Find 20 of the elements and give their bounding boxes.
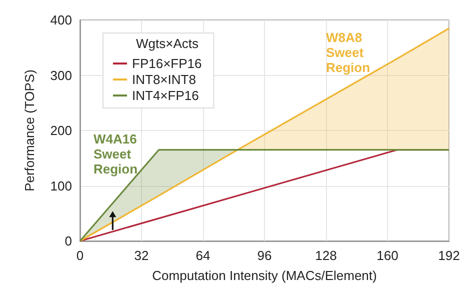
y-tick-label: 0 [64, 234, 72, 248]
legend-label: INT8×INT8 [132, 72, 196, 87]
y-axis-title: Performance (TOPS) [22, 70, 37, 192]
x-tick-label: 160 [376, 248, 398, 263]
y-tick-label: 100 [50, 178, 72, 194]
y-tick-label: 200 [50, 123, 72, 138]
y-tick-label: 300 [50, 68, 72, 83]
legend-label: INT4×FP16 [132, 88, 199, 103]
x-tick-label: 32 [134, 248, 149, 263]
x-tick-label: 0 [76, 248, 84, 263]
x-axis-title: Computation Intensity (MACs/Element) [152, 268, 377, 283]
x-tick-label: 192 [438, 248, 460, 263]
annotation: W4A16 Sweet Region [93, 132, 138, 177]
x-tick-label: 128 [315, 248, 337, 263]
legend-label: FP16×FP16 [132, 56, 202, 71]
y-tick-label: 400 [50, 12, 72, 28]
annotation: W8A8 Sweet Region [326, 30, 370, 75]
x-tick-label: 64 [196, 248, 210, 263]
x-tick-label: 96 [257, 248, 272, 263]
legend-title: Wgts×Acts [136, 36, 199, 51]
